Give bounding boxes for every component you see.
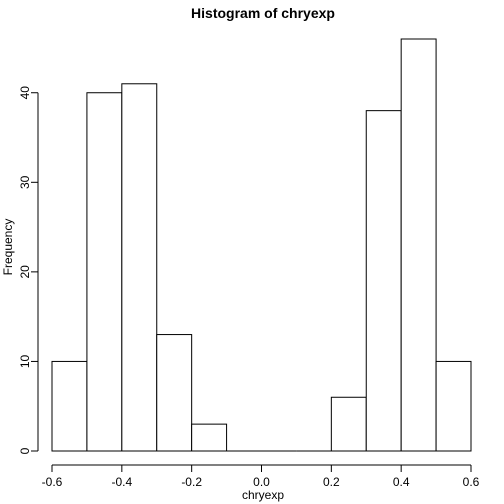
x-axis: -0.6 -0.4 -0.2 0.0 0.2 0.4 0.6 [42,464,480,489]
histogram-bar [121,83,158,452]
x-tick-label: 0.0 [253,475,270,489]
histogram-bar [86,92,123,452]
y-tick-label: 20 [18,265,32,279]
y-tick-label: 40 [18,86,32,100]
histogram-bar [330,396,367,452]
y-tick-label: 30 [18,175,32,189]
x-axis-label: chryexp [242,488,284,502]
x-tick-label: 0.2 [323,475,340,489]
chart-title: Histogram of chryexp [191,5,335,21]
x-tick-label: -0.6 [42,475,63,489]
y-axis: 0 10 20 30 40 [18,86,39,454]
histogram-bar [51,360,88,452]
histogram-bar [156,334,193,452]
bars-group [51,38,472,452]
histogram-bar [400,38,437,452]
x-tick-label: 0.6 [463,475,480,489]
y-tick-label: 0 [18,447,32,454]
histogram-bar [191,423,228,452]
histogram-bar [365,110,402,452]
x-tick-label: -0.2 [181,475,202,489]
y-axis-label: Frequency [1,219,15,276]
x-tick-label: -0.4 [111,475,132,489]
histogram-bar [435,360,472,452]
y-tick-label: 10 [18,354,32,368]
x-tick-label: 0.4 [393,475,410,489]
